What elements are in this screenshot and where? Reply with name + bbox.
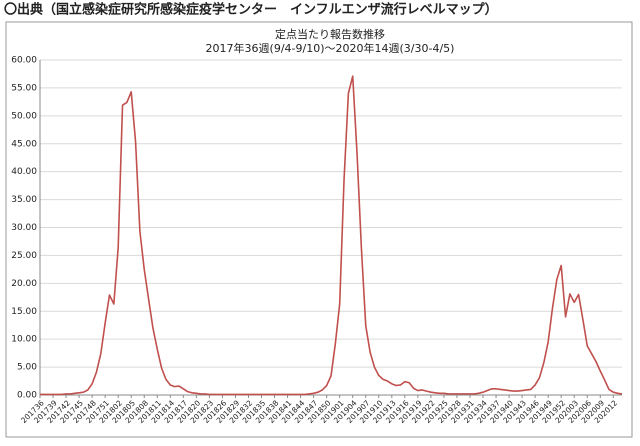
y-tick-label: 10.00 [11,335,37,345]
header: 〇出典（国立感染症研究所感染症疫学センター インフルエンザ流行レベルマップ） [4,2,498,18]
chart-frame [5,21,633,438]
y-tick-label: 15.00 [11,307,37,317]
y-tick-label: 0.00 [17,391,37,401]
chart-title: 定点当たり報告数推移 [275,27,385,41]
y-tick-label: 40.00 [11,167,37,177]
y-tick-label: 5.00 [17,363,37,373]
y-tick-label: 20.00 [11,279,37,289]
chart-subtitle: 2017年36週(9/4-9/10)～2020年14週(3/30-4/5) [206,41,455,55]
y-tick-label: 25.00 [11,251,37,261]
data-line [40,75,623,396]
y-tick-label: 45.00 [11,139,37,149]
y-tick-label: 50.00 [11,111,37,121]
y-tick-label: 35.00 [11,195,37,205]
y-tick-label: 55.00 [11,83,37,93]
y-tick-label: 30.00 [11,223,37,233]
y-tick-label: 60.00 [11,56,37,66]
